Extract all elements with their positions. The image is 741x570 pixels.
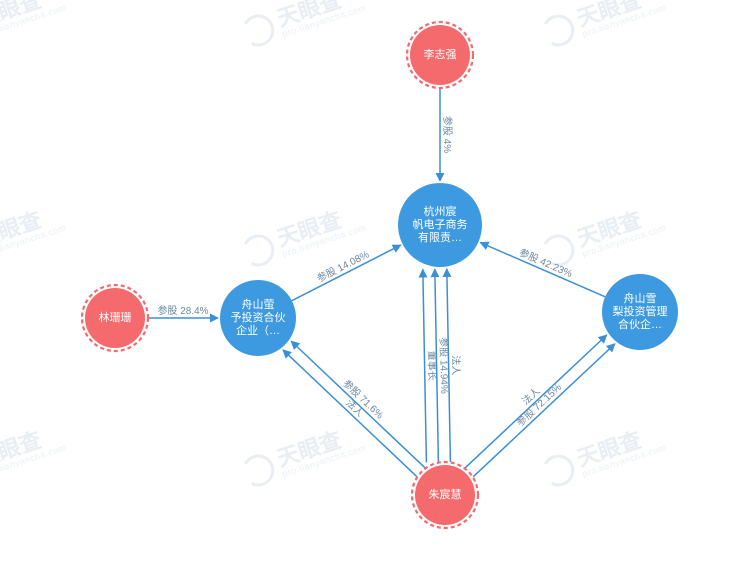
node-label: 林珊珊 — [99, 310, 132, 324]
edge-label: 法人 — [449, 355, 462, 375]
edge-label: 参股 28.4% — [157, 304, 208, 317]
person-node[interactable]: 朱宸慧 — [412, 462, 478, 528]
node-label: 舟山雪 — [624, 291, 657, 305]
edge-label: 参股 72.15% — [514, 381, 564, 429]
company-node[interactable]: 舟山雪梨投资管理合伙企… — [602, 274, 678, 350]
node-label: 李志强 — [424, 47, 457, 61]
node-label: 梨投资管理 — [613, 304, 668, 318]
edge-label: 参股 71.6% — [340, 377, 386, 422]
nodes-group: 李志强杭州宸帆电子商务有限责… 舟山萤予投资合伙企业（… 舟山雪梨投资管理合伙企… 林… — [82, 22, 678, 528]
edges-group: 参股 4%参股 14.08%参股 42.23%参股 28.4%法人参股 71.6… — [148, 88, 615, 477]
node-label: 企业（… — [236, 323, 280, 337]
company-node[interactable]: 杭州宸帆电子商务有限责… — [398, 183, 482, 267]
person-node[interactable]: 林珊珊 — [82, 285, 148, 351]
edge — [480, 243, 605, 297]
node-label: 朱宸慧 — [429, 487, 462, 501]
node-label: 舟山萤 — [242, 297, 275, 311]
edge-label: 参股 4% — [441, 116, 454, 153]
edge — [283, 350, 417, 477]
edge — [292, 245, 401, 301]
edge — [291, 341, 425, 468]
person-node[interactable]: 李志强 — [407, 22, 473, 88]
node-label: 有限责… — [418, 230, 462, 244]
node-label: 予投资合伙 — [231, 310, 286, 324]
node-label: 杭州宸 — [424, 204, 457, 218]
edge-label: 参股 14.08% — [315, 247, 371, 284]
graph-canvas: 参股 4%参股 14.08%参股 42.23%参股 28.4%法人参股 71.6… — [0, 0, 741, 570]
edge — [473, 344, 615, 477]
node-label: 合伙企… — [618, 317, 662, 331]
node-label: 帆电子商务 — [413, 217, 468, 231]
company-node[interactable]: 舟山萤予投资合伙企业（… — [220, 280, 296, 356]
